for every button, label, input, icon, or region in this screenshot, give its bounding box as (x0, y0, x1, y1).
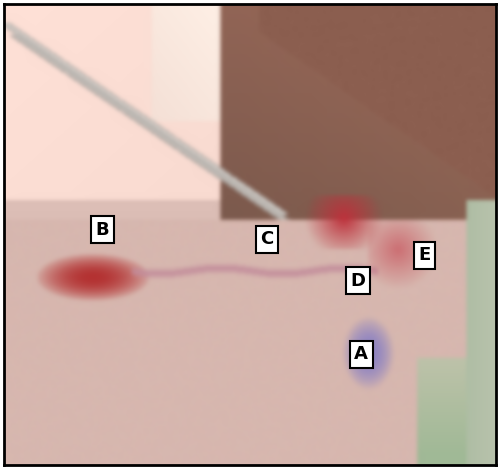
Text: A: A (354, 346, 368, 363)
Text: D: D (350, 272, 366, 290)
Text: E: E (418, 246, 431, 264)
Text: B: B (96, 221, 109, 239)
Text: C: C (260, 230, 274, 248)
